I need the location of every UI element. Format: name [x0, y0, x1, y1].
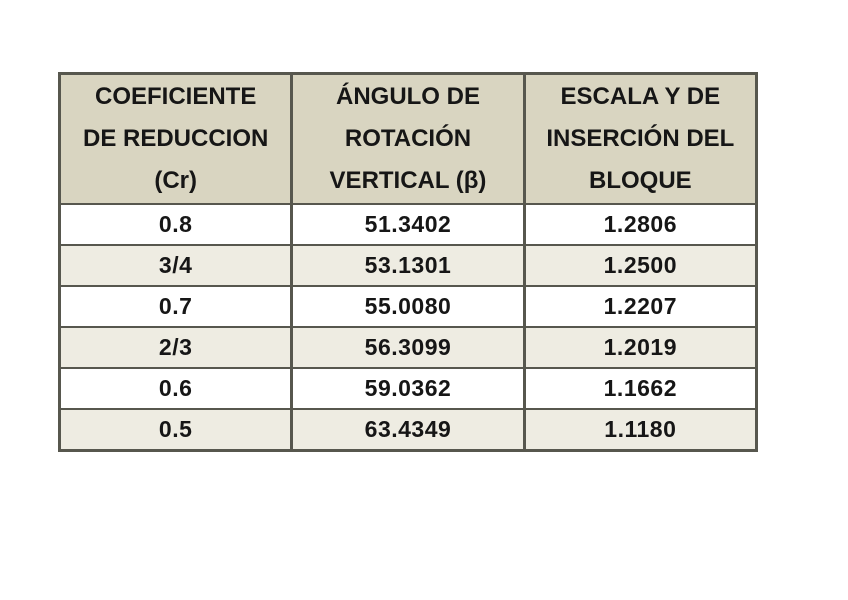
table-cell: 0.5: [57, 408, 294, 452]
table-row: 3/4 53.1301 1.2500: [57, 244, 759, 287]
table-row: 2/3 56.3099 1.2019: [57, 326, 759, 369]
table-cell: 1.1180: [522, 408, 759, 452]
header-line: COEFICIENTE: [94, 83, 257, 110]
table-cell: 2/3: [57, 326, 294, 369]
header-line: BLOQUE: [588, 167, 692, 194]
header-line: ÁNGULO DE: [335, 83, 480, 110]
header-row: COEFICIENTE DE REDUCCION (Cr) ÁNGULO DE …: [57, 72, 759, 205]
header-line: VERTICAL (β): [329, 167, 487, 194]
data-table: COEFICIENTE DE REDUCCION (Cr) ÁNGULO DE …: [57, 72, 759, 452]
table-row: 0.6 59.0362 1.1662: [57, 367, 759, 410]
table-cell: 51.3402: [290, 203, 526, 246]
table-header: COEFICIENTE DE REDUCCION (Cr) ÁNGULO DE …: [57, 72, 759, 205]
header-line: INSERCIÓN DEL: [546, 125, 735, 152]
table-body: 0.8 51.3402 1.2806 3/4 53.1301 1.2500 0.…: [57, 203, 759, 452]
table-cell: 0.8: [57, 203, 294, 246]
table-cell: 59.0362: [290, 367, 526, 410]
header-cell-escala: ESCALA Y DE INSERCIÓN DEL BLOQUE: [522, 72, 759, 205]
table-row: 0.7 55.0080 1.2207: [57, 285, 759, 328]
table-cell: 1.2019: [522, 326, 759, 369]
table-cell: 1.2207: [522, 285, 759, 328]
header-line: ESCALA Y DE: [560, 83, 721, 110]
header-line: ROTACIÓN: [344, 125, 472, 152]
table-row: 0.8 51.3402 1.2806: [57, 203, 759, 246]
table-cell: 0.7: [57, 285, 294, 328]
header-line: DE REDUCCION: [82, 125, 269, 152]
table-cell: 55.0080: [290, 285, 526, 328]
table-cell: 1.2500: [522, 244, 759, 287]
header-line: (Cr): [154, 167, 197, 194]
table-cell: 3/4: [57, 244, 294, 287]
table-cell: 1.2806: [522, 203, 759, 246]
header-cell-angulo: ÁNGULO DE ROTACIÓN VERTICAL (β): [290, 72, 526, 205]
table-cell: 63.4349: [290, 408, 526, 452]
table-cell: 53.1301: [290, 244, 526, 287]
table-cell: 1.1662: [522, 367, 759, 410]
header-cell-coeficiente: COEFICIENTE DE REDUCCION (Cr): [57, 72, 294, 205]
table-row: 0.5 63.4349 1.1180: [57, 408, 759, 452]
table-cell: 56.3099: [290, 326, 526, 369]
table-cell: 0.6: [57, 367, 294, 410]
